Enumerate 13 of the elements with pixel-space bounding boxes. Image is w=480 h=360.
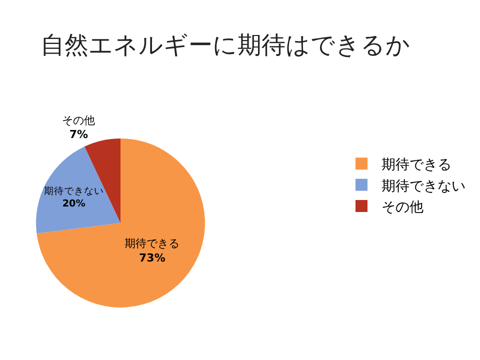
legend-label: その他 <box>382 199 424 216</box>
pie-slice <box>36 138 205 308</box>
slice-label: 期待できない <box>44 185 104 198</box>
slice-label: その他 <box>62 114 96 127</box>
slice-label: 期待できる <box>124 237 180 250</box>
pie-slice <box>84 138 120 223</box>
chart-title: 自然エネルギーに期待はできるか <box>40 30 411 59</box>
pie-slice <box>36 146 120 234</box>
legend-label: 期待できない <box>382 178 466 194</box>
data-label: 7% <box>69 128 88 142</box>
data-label: 73% <box>139 252 166 265</box>
legend-label: 期待できる <box>382 157 452 174</box>
data-label: 20% <box>62 198 86 210</box>
